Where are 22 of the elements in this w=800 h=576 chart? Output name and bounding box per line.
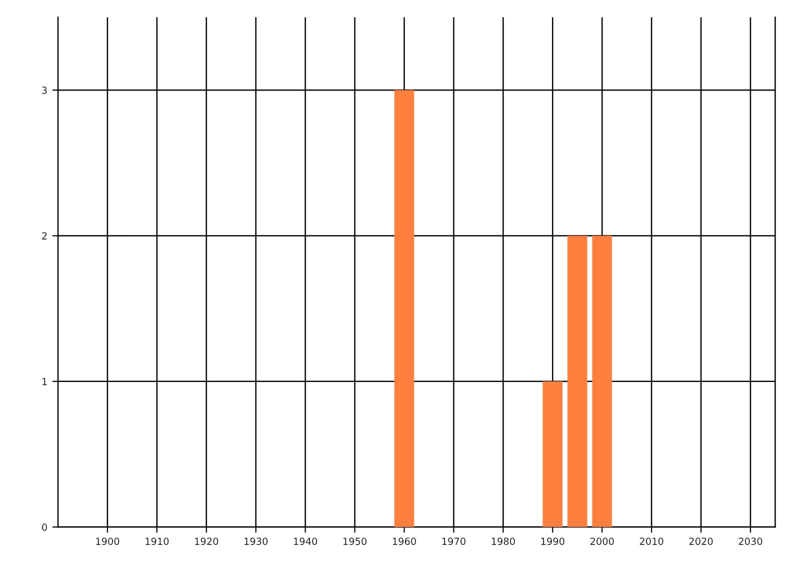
bar (542, 381, 563, 528)
bar (592, 236, 612, 528)
x-tick-label: 2010 (640, 538, 664, 545)
x-tick-label: 2030 (738, 538, 762, 545)
y-tick-label: 1 (42, 378, 47, 386)
bar (567, 236, 588, 528)
y-tick-label: 0 (42, 524, 47, 531)
x-tick-label: 1960 (392, 538, 416, 545)
bar (394, 90, 414, 528)
x-tick-label: 1910 (146, 538, 169, 545)
x-tick-label: 1900 (96, 538, 120, 545)
x-tick-label: 1920 (195, 538, 218, 545)
y-tick-label: 3 (42, 86, 47, 94)
x-tick-label: 1970 (442, 538, 466, 545)
x-tick-label: 1930 (244, 538, 268, 545)
x-tick-label: 1940 (294, 538, 318, 545)
x-tick-label: 2020 (689, 538, 713, 545)
x-tick-label: 1950 (343, 538, 366, 545)
x-tick-label: 2000 (590, 538, 614, 545)
x-tick-label: 1990 (541, 538, 564, 545)
x-tick-label: 1980 (492, 538, 515, 545)
y-tick-label: 2 (42, 232, 47, 240)
